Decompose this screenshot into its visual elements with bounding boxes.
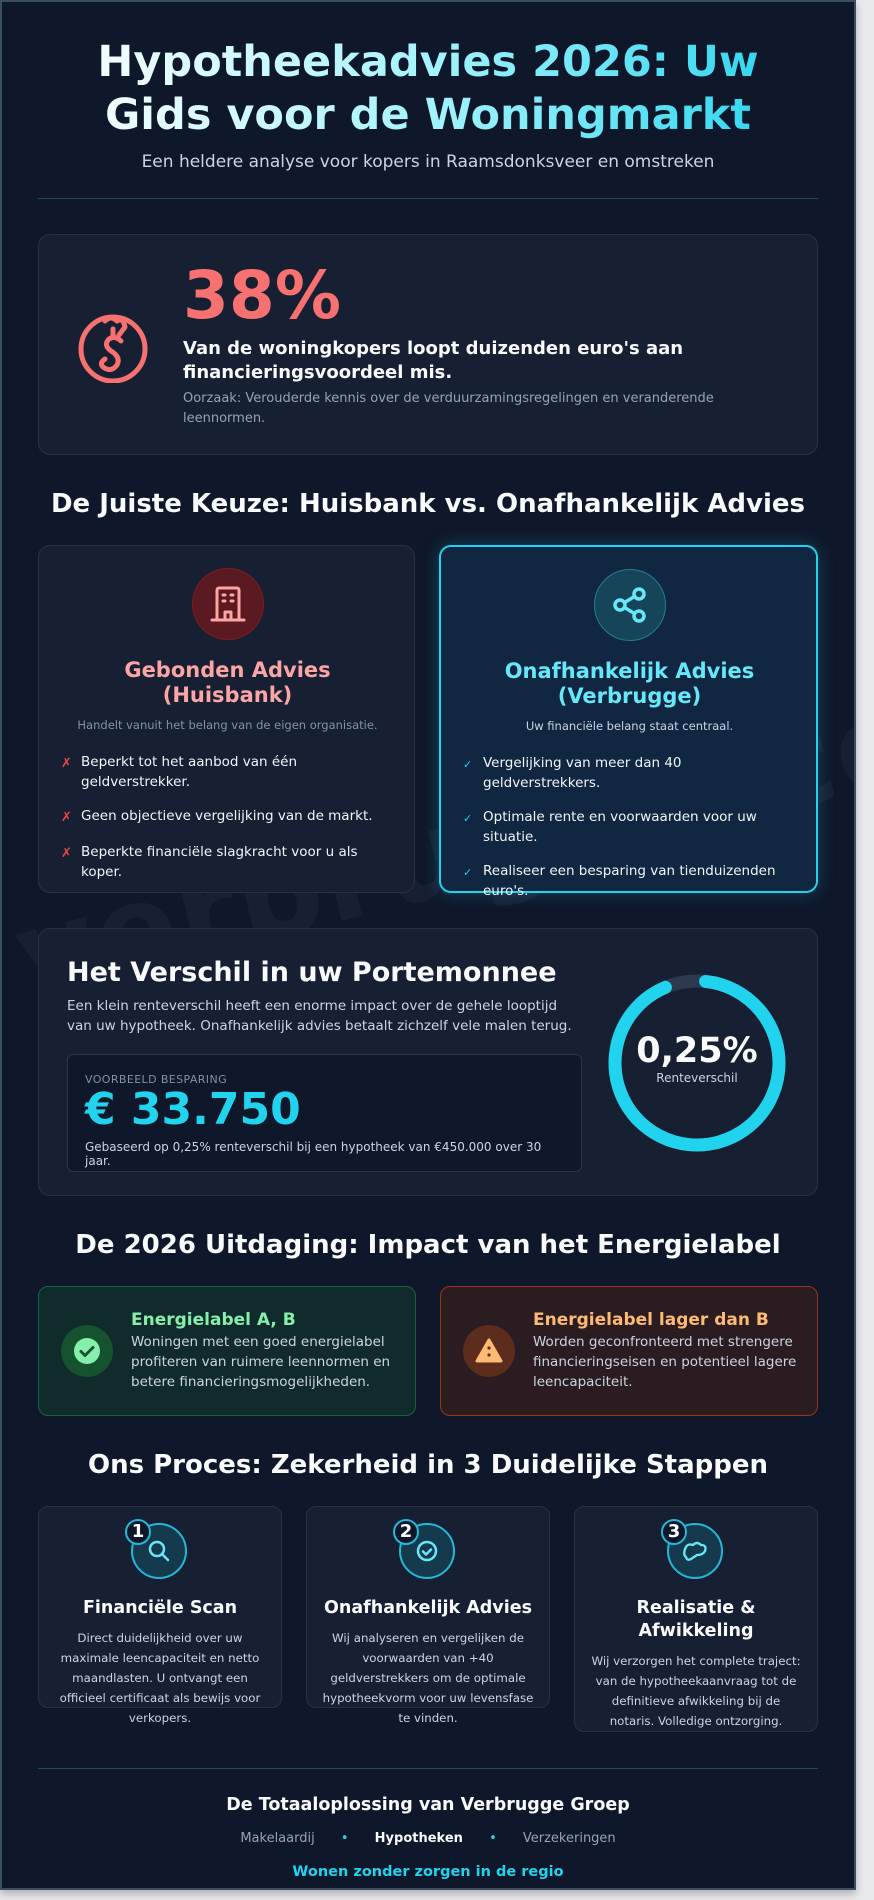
list-item: ✗ Beperkt tot het aanbod van één geldvers…	[61, 754, 298, 790]
saving-note: Gebaseerd op 0,25% renteverschil bij een…	[85, 1140, 542, 1168]
step-text: Direct duidelijkheid over uw maximale le…	[59, 1631, 261, 1725]
bound-advice-list: ✗ Beperkt tot het aanbod van één geldvers…	[61, 752, 394, 882]
check-icon: ✓	[463, 758, 473, 771]
ring-value: 0,25%	[636, 1031, 758, 1071]
bound-advice-title: Gebonden Advies (Huisbank)	[124, 658, 331, 707]
process-step-1: 1 Financiële Scan Direct duidelijkheid o…	[38, 1506, 282, 1725]
footer-tagline: Wonen zonder zorgen in de regio	[292, 1864, 564, 1880]
warning-triangle-icon	[463, 1325, 515, 1377]
footer-title: De Totaaloplossing van Verbrugge Groep	[226, 1795, 630, 1815]
step-number: 1	[125, 1519, 151, 1545]
bound-advice-tagline: Handelt vanuit het belang van de eigen o…	[77, 718, 378, 732]
independent-advice-title: Onafhankelijk Advies (Verbrugge)	[504, 659, 755, 708]
step-title: Onafhankelijk Advies	[323, 1598, 532, 1618]
stat-card: 38% Van de woningkopers loopt duizenden …	[38, 234, 818, 455]
step-number: 2	[393, 1519, 419, 1545]
stat-cause: Oorzaak: Verouderde kennis over de verdu…	[183, 390, 714, 426]
page-title: Hypotheekadvies 2026: Uw Gids voor de Wo…	[38, 36, 818, 142]
savings-title: Het Verschil in uw Portemonnee	[67, 957, 557, 988]
independent-advice-tagline: Uw financiële belang staat centraal.	[525, 719, 734, 733]
separator-dot: •	[340, 1831, 349, 1846]
x-icon: ✗	[61, 756, 72, 771]
footer-link-hypotheken[interactable]: Hypotheken	[374, 1831, 463, 1846]
process-step-2: 2 Onafhankelijk Advies Wij analyseren en…	[306, 1506, 550, 1725]
x-icon: ✗	[61, 810, 72, 825]
process-steps: 1 Financiële Scan Direct duidelijkheid o…	[38, 1506, 818, 1732]
energy-good-text: Woningen met een goed energielabel profi…	[131, 1334, 391, 1390]
step-number: 3	[661, 1519, 687, 1545]
energy-good-card: Energielabel A, B Woningen met een goed …	[38, 1286, 416, 1416]
independent-advice-card: Onafhankelijk Advies (Verbrugge) Uw fina…	[439, 545, 818, 899]
saving-amount: € 33.750	[85, 1084, 301, 1135]
comparison-grid: Gebonden Advies (Huisbank) Handelt vanui…	[38, 545, 818, 899]
stat-headline: Van de woningkopers loopt duizenden euro…	[183, 337, 684, 383]
divider	[38, 198, 818, 199]
independent-advice-list: ✓ Vergelijking van meer dan 40 geldverstr…	[463, 753, 796, 901]
building-icon	[191, 568, 264, 640]
footer-link-verzekeringen[interactable]: Verzekeringen	[522, 1831, 616, 1846]
energy-bad-title: Energielabel lager dan B	[533, 1310, 769, 1330]
stat-value: 38%	[183, 256, 341, 334]
section-title-process: Ons Proces: Zekerheid in 3 Duidelijke St…	[87, 1450, 769, 1480]
list-item: ✓ Optimale rente en voorwaarden voor uw s…	[463, 809, 757, 845]
savings-card: Het Verschil in uw Portemonnee Een klein…	[38, 928, 818, 1196]
list-item: ✓ Vergelijking van meer dan 40 geldverstr…	[463, 755, 682, 791]
page-subtitle: Een heldere analyse voor kopers in Raams…	[141, 152, 715, 172]
list-item: ✓ Realiseer een besparing van tienduizend…	[463, 863, 776, 899]
example-saving-box: VOORBEELD BESPARING € 33.750 Gebaseerd o…	[67, 1054, 582, 1172]
divider	[38, 1768, 818, 1769]
list-item: ✗ Beperkte financiële slagkracht voor u a…	[61, 844, 358, 880]
section-title-energy: De 2026 Uitdaging: Impact van het Energi…	[75, 1230, 781, 1260]
rate-difference-ring: 0,25% Renteverschil	[607, 973, 787, 1153]
energy-bad-text: Worden geconfronteerd met strengere fina…	[533, 1334, 797, 1390]
step-title: Realisatie & Afwikkeling	[636, 1598, 756, 1641]
bound-advice-card: Gebonden Advies (Huisbank) Handelt vanui…	[38, 545, 415, 893]
energy-grid: Energielabel A, B Woningen met een goed …	[38, 1286, 818, 1416]
section-title-comparison: De Juiste Keuze: Huisbank vs. Onafhankel…	[50, 489, 806, 519]
check-icon: ✓	[463, 866, 473, 879]
savings-description: Een klein renteverschil heeft een enorme…	[67, 998, 572, 1034]
step-text: Wij verzorgen het complete traject: van …	[591, 1654, 801, 1728]
step-text: Wij analyseren en vergelijken de voorwaa…	[322, 1631, 534, 1725]
check-icon: ✓	[463, 812, 473, 825]
footer-links: Makelaardij • Hypotheken • Verzekeringen	[38, 1831, 818, 1846]
x-icon: ✗	[61, 846, 72, 861]
saving-label: VOORBEELD BESPARING	[85, 1073, 228, 1086]
step-title: Financiële Scan	[82, 1598, 238, 1618]
footer-link-makelaardij[interactable]: Makelaardij	[240, 1831, 315, 1846]
share-nodes-icon	[593, 569, 666, 641]
ring-label: Renteverschil	[656, 1071, 738, 1085]
money-bag-icon	[75, 307, 151, 383]
check-circle-icon	[61, 1325, 113, 1377]
energy-good-title: Energielabel A, B	[131, 1310, 296, 1330]
infographic: verbrugge.com Hypotheekadvies 2026: Uw G…	[0, 0, 856, 1890]
separator-dot: •	[489, 1831, 497, 1846]
footer: De Totaaloplossing van Verbrugge Groep M…	[38, 1795, 818, 1880]
energy-bad-card: Energielabel lager dan B Worden geconfro…	[440, 1286, 818, 1416]
process-step-3: 3 Realisatie & Afwikkeling Wij verzorgen…	[574, 1506, 818, 1732]
list-item: ✗ Geen objectieve vergelijking van de mar…	[61, 806, 394, 828]
